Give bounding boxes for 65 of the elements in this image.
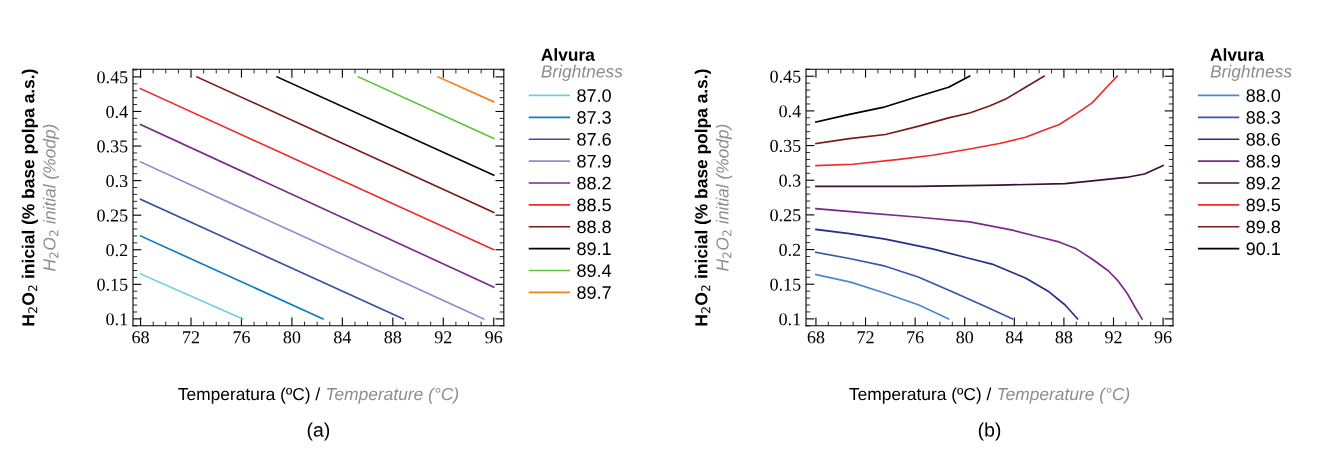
y-tick-label: 0.2 xyxy=(106,244,128,257)
x-tick-label: 92 xyxy=(1105,331,1122,344)
y-tick-label: 0.3 xyxy=(779,174,801,187)
line-series xyxy=(815,207,1143,320)
x-tick-label: 80 xyxy=(956,331,974,344)
line-series xyxy=(815,75,1119,167)
y-tick-label: 0.15 xyxy=(770,278,801,291)
x-tick-label: 96 xyxy=(485,331,503,344)
x-tick-label: 84 xyxy=(1005,331,1024,344)
x-axis-title: Temperatura (ºC) / Temperature (°C) xyxy=(849,387,1130,404)
legend-label: 89.7 xyxy=(577,286,611,299)
x-tick-label: 68 xyxy=(807,331,825,344)
x-axis-title: Temperatura (ºC) / Temperature (°C) xyxy=(178,387,459,404)
legend-label: 87.9 xyxy=(577,154,611,168)
legend-label: 88.5 xyxy=(577,198,611,212)
y-tick-label: 0.45 xyxy=(97,71,128,84)
line-series xyxy=(815,273,950,320)
legend-label: 88.6 xyxy=(1246,132,1281,146)
legend-label: 88.0 xyxy=(1246,89,1281,102)
y-tick-label: 0.4 xyxy=(106,105,128,118)
x-tick-label: 72 xyxy=(183,331,200,344)
legend-label: 90.1 xyxy=(1246,242,1280,256)
line-series xyxy=(815,164,1164,188)
text: H$_{2}$O$_{2}$ inicial (% base polpa a.s.) H$_{2}$O$_{2}$ initial (%odp) xyxy=(694,69,733,326)
line-series xyxy=(815,228,1079,320)
x-tick-label: 76 xyxy=(907,331,924,344)
legend-label: 88.9 xyxy=(1246,154,1280,168)
x-tick-label: 76 xyxy=(233,331,250,344)
y-tick-label: 0.25 xyxy=(97,209,128,222)
legend-label: 89.1 xyxy=(577,242,611,256)
legend-label: 88.3 xyxy=(1246,111,1281,124)
x-tick-label: 92 xyxy=(434,331,452,344)
legend-title: Alvura Brightness xyxy=(1210,48,1292,81)
legend-label: 88.8 xyxy=(577,220,611,234)
x-tick-label: 96 xyxy=(1154,331,1172,344)
legend-label: 87.0 xyxy=(577,89,611,102)
legend-label: 88.2 xyxy=(577,176,611,190)
y-tick-label: 0.3 xyxy=(106,174,128,188)
y-tick-label: 0.35 xyxy=(770,139,801,153)
line-series xyxy=(815,251,1014,320)
x-tick-label: 88 xyxy=(1055,331,1073,344)
x-tick-label: 80 xyxy=(283,331,301,344)
legend-label: 87.3 xyxy=(577,111,611,124)
text: H$_{2}$O$_{2}$ inicial (% base polpa a.s.) H$_{2}$O$_{2}$ initial (%odp) xyxy=(21,69,60,326)
y-tick-label: 0.2 xyxy=(779,243,801,257)
text: (b) xyxy=(978,422,1001,441)
y-tick-label: 0.45 xyxy=(770,70,801,83)
legend-label: 89.2 xyxy=(1246,176,1280,190)
y-tick-label: 0.25 xyxy=(770,209,801,222)
legend-title: Alvura Brightness xyxy=(541,48,623,81)
line-series xyxy=(815,75,1045,145)
legend-label: 89.5 xyxy=(1246,198,1281,212)
y-tick-label: 0.35 xyxy=(97,140,128,153)
y-tick-label: 0.1 xyxy=(779,313,801,326)
x-tick-label: 72 xyxy=(857,331,874,344)
legend-label: 89.4 xyxy=(577,264,612,278)
text: (a) xyxy=(307,422,330,441)
x-tick-label: 68 xyxy=(132,331,149,344)
legend-label: 89.8 xyxy=(1246,220,1281,234)
y-tick-label: 0.1 xyxy=(106,313,128,326)
y-tick-label: 0.15 xyxy=(97,278,128,291)
y-tick-label: 0.4 xyxy=(779,105,801,118)
legend-label: 87.6 xyxy=(577,132,611,146)
x-tick-label: 88 xyxy=(384,331,402,344)
x-tick-label: 84 xyxy=(334,331,352,344)
